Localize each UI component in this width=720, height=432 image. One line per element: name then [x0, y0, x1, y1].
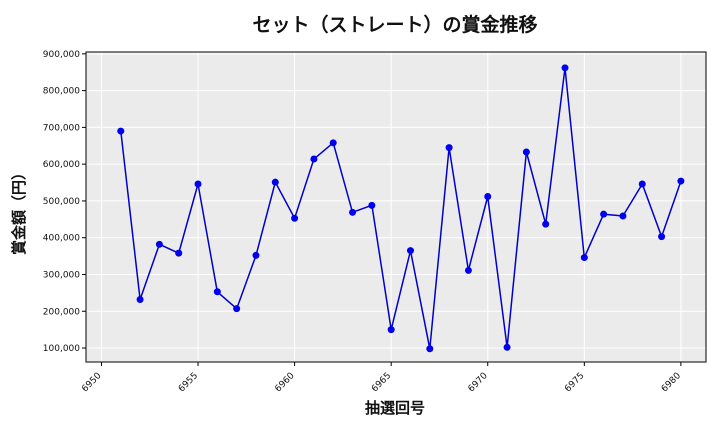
data-point: [580, 254, 588, 262]
x-tick-label: 6975: [563, 371, 586, 394]
y-tick-label: 800,000: [43, 87, 80, 97]
x-tick-label: 6980: [660, 371, 683, 394]
data-point: [136, 295, 144, 303]
data-point: [542, 220, 550, 228]
data-point: [175, 249, 183, 257]
data-point: [387, 326, 395, 334]
data-point: [600, 210, 608, 218]
plot-area: [86, 52, 706, 362]
data-point: [155, 240, 163, 248]
y-tick-label: 400,000: [43, 234, 80, 244]
data-point: [117, 127, 125, 135]
data-point: [271, 178, 279, 186]
grid: [86, 52, 706, 362]
x-axis-label: 抽選回号: [365, 399, 425, 417]
data-point: [445, 144, 453, 152]
data-point: [522, 148, 530, 156]
y-axis-label: 賞金額（円）: [10, 165, 28, 255]
x-tick-label: 6950: [80, 371, 103, 394]
y-tick-label: 600,000: [43, 160, 80, 170]
data-point: [233, 305, 241, 313]
data-point: [561, 64, 569, 72]
data-point: [291, 214, 299, 222]
data-point: [426, 345, 434, 353]
data-point: [310, 155, 318, 163]
y-tick-label: 700,000: [43, 123, 80, 133]
chart-title: セット（ストレート）の賞金推移: [252, 13, 537, 36]
y-tick-label: 300,000: [43, 270, 80, 280]
series-line: [120, 67, 682, 349]
data-point: [619, 212, 627, 220]
y-tick-label: 900,000: [43, 50, 80, 60]
x-tick-label: 6955: [177, 371, 200, 394]
series-layer: [117, 64, 685, 353]
y-tick-label: 200,000: [43, 307, 80, 317]
data-point: [368, 201, 376, 209]
y-tick-label: 100,000: [43, 344, 80, 354]
data-point: [638, 180, 646, 188]
data-point: [252, 251, 260, 259]
data-point: [406, 247, 414, 255]
x-tick-label: 6965: [370, 371, 393, 394]
x-tick-label: 6970: [467, 371, 490, 394]
data-point: [194, 180, 202, 188]
data-point: [349, 208, 357, 216]
data-point: [464, 266, 472, 274]
x-tick-label: 6960: [273, 371, 296, 394]
plot-frame: [85, 51, 707, 363]
data-point: [503, 343, 511, 351]
data-point: [329, 139, 337, 147]
data-point: [658, 233, 666, 241]
data-point: [677, 177, 685, 185]
y-tick-label: 500,000: [43, 197, 80, 207]
data-point: [484, 193, 492, 201]
data-point: [213, 288, 221, 296]
